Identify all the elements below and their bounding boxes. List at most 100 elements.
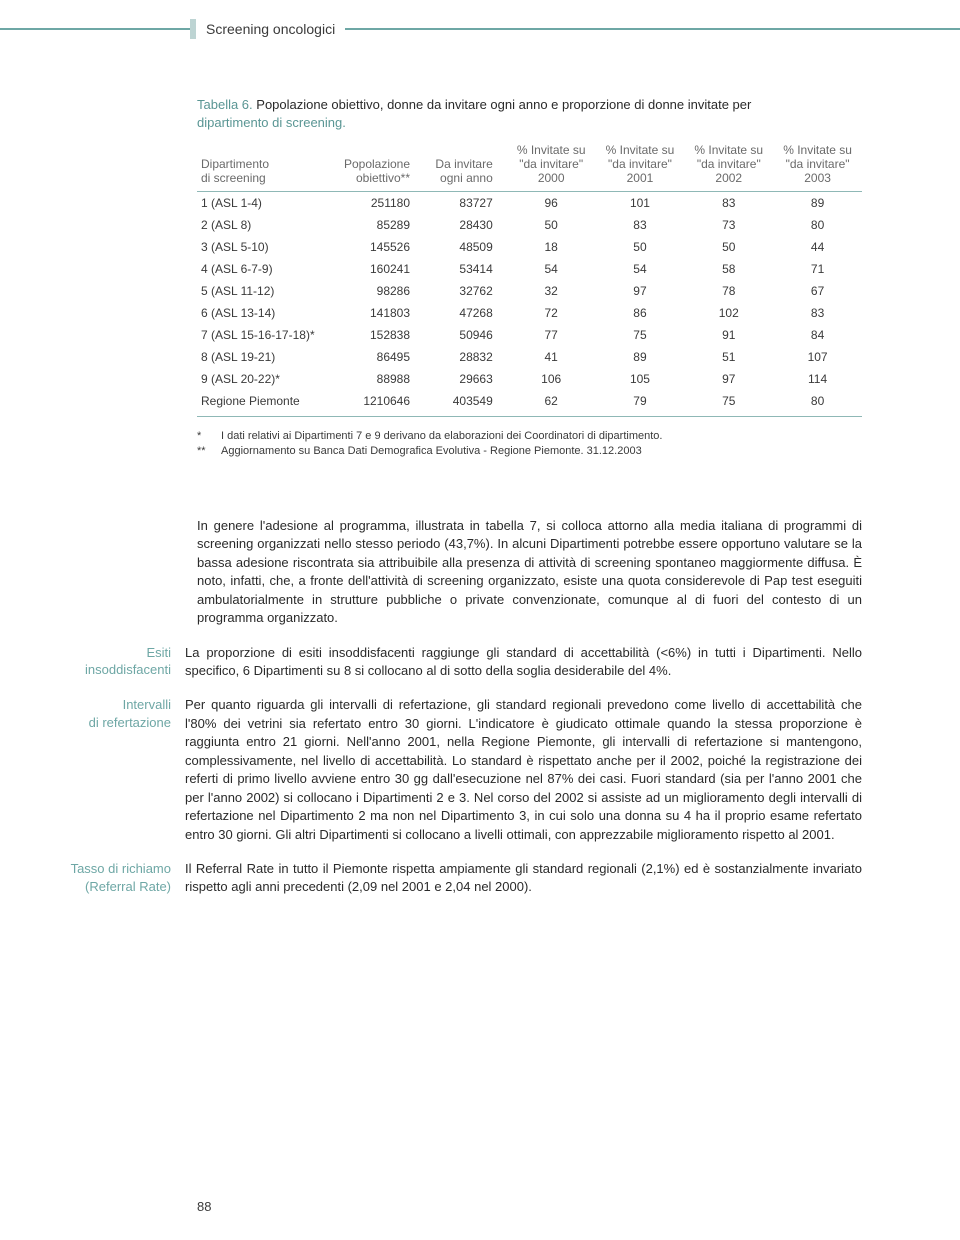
header-title-text: Screening oncologici xyxy=(206,21,335,37)
table-cell: 91 xyxy=(684,324,773,346)
footnote-2-star: ** xyxy=(197,444,221,459)
table-row: 2 (ASL 8)852892843050837380 xyxy=(197,214,862,236)
footnote-1: * I dati relativi ai Dipartimenti 7 e 9 … xyxy=(197,429,862,444)
para-tasso: Il Referral Rate in tutto il Piemonte ri… xyxy=(185,860,862,897)
table-cell: 101 xyxy=(596,192,685,215)
table-cell: 106 xyxy=(507,368,596,390)
table-cell: 80 xyxy=(773,214,862,236)
table-row: 3 (ASL 5-10)1455264850918505044 xyxy=(197,236,862,258)
table-cell: 86495 xyxy=(338,346,424,368)
table-cell: 145526 xyxy=(338,236,424,258)
table-cell: 50 xyxy=(507,214,596,236)
table-cell: 44 xyxy=(773,236,862,258)
table-cell: 3 (ASL 5-10) xyxy=(197,236,338,258)
footnotes: * I dati relativi ai Dipartimenti 7 e 9 … xyxy=(197,429,862,459)
table-cell: 84 xyxy=(773,324,862,346)
table-cell: 72 xyxy=(507,302,596,324)
table-cell: 9 (ASL 20-22)* xyxy=(197,368,338,390)
table-cell: 48509 xyxy=(424,236,507,258)
para-esiti: La proporzione di esiti insoddisfacenti … xyxy=(185,644,862,681)
table-row: 8 (ASL 19-21)8649528832418951107 xyxy=(197,346,862,368)
table-cell: 4 (ASL 6-7-9) xyxy=(197,258,338,280)
esiti-label-2: insoddisfacenti xyxy=(85,662,171,677)
table-cell: 67 xyxy=(773,280,862,302)
col-3: % Invitate su"da invitare"2000 xyxy=(507,137,596,192)
table-header-row: Dipartimentodi screening Popolazioneobie… xyxy=(197,137,862,192)
tasso-label-2: (Referral Rate) xyxy=(85,879,171,894)
page-number: 88 xyxy=(197,1199,211,1214)
table-cell: 83 xyxy=(596,214,685,236)
table-cell: 28832 xyxy=(424,346,507,368)
tasso-label-1: Tasso di richiamo xyxy=(71,861,171,876)
table-body: 1 (ASL 1-4)251180837279610183892 (ASL 8)… xyxy=(197,192,862,415)
table-cell: 8 (ASL 19-21) xyxy=(197,346,338,368)
table-cell: 86 xyxy=(596,302,685,324)
table-cell: 58 xyxy=(684,258,773,280)
table-cell: 6 (ASL 13-14) xyxy=(197,302,338,324)
table-cell: 32762 xyxy=(424,280,507,302)
col-6: % Invitate su"da invitare"2003 xyxy=(773,137,862,192)
table-cell: 73 xyxy=(684,214,773,236)
table-cell: 97 xyxy=(684,368,773,390)
table-cell: 114 xyxy=(773,368,862,390)
table-cell: 50 xyxy=(596,236,685,258)
table-cell: 160241 xyxy=(338,258,424,280)
page-content: Tabella 6. Popolazione obiettivo, donne … xyxy=(197,96,862,913)
table-cell: 18 xyxy=(507,236,596,258)
table-cell: 78 xyxy=(684,280,773,302)
section-esiti: Esiti insoddisfacenti La proporzione di … xyxy=(197,644,862,681)
table-cell: 403549 xyxy=(424,390,507,414)
table-cell: 53414 xyxy=(424,258,507,280)
col-1: Popolazioneobiettivo** xyxy=(338,137,424,192)
table-cell: 54 xyxy=(596,258,685,280)
table-cell: 83 xyxy=(773,302,862,324)
table-cell: 152838 xyxy=(338,324,424,346)
table-row: Regione Piemonte121064640354962797580 xyxy=(197,390,862,414)
table-cell: 80 xyxy=(773,390,862,414)
table-cell: 71 xyxy=(773,258,862,280)
table-cell: 141803 xyxy=(338,302,424,324)
table-cell: 105 xyxy=(596,368,685,390)
section-tasso: Tasso di richiamo (Referral Rate) Il Ref… xyxy=(197,860,862,897)
table-cell: 98286 xyxy=(338,280,424,302)
table-row: 9 (ASL 20-22)*889882966310610597114 xyxy=(197,368,862,390)
table-cell: 85289 xyxy=(338,214,424,236)
table-cell: 97 xyxy=(596,280,685,302)
intervalli-label-1: Intervalli xyxy=(123,697,171,712)
table-cell: 79 xyxy=(596,390,685,414)
table-cell: 83727 xyxy=(424,192,507,215)
table-row: 7 (ASL 15-16-17-18)*1528385094677759184 xyxy=(197,324,862,346)
footnote-2: ** Aggiornamento su Banca Dati Demografi… xyxy=(197,444,862,459)
table-row: 4 (ASL 6-7-9)1602415341454545871 xyxy=(197,258,862,280)
header-rule xyxy=(0,28,960,30)
table-cell: Regione Piemonte xyxy=(197,390,338,414)
table-cell: 83 xyxy=(684,192,773,215)
table-cell: 75 xyxy=(684,390,773,414)
table-bottom-rule xyxy=(197,416,862,417)
table-cell: 75 xyxy=(596,324,685,346)
table-cell: 41 xyxy=(507,346,596,368)
data-table: Dipartimentodi screening Popolazioneobie… xyxy=(197,137,862,414)
side-label-esiti: Esiti insoddisfacenti xyxy=(15,644,185,681)
col-2: Da invitareogni anno xyxy=(424,137,507,192)
caption-prefix: Tabella 6. xyxy=(197,97,253,112)
para-intervalli: Per quanto riguarda gli intervalli di re… xyxy=(185,696,862,844)
table-cell: 88988 xyxy=(338,368,424,390)
footnote-1-star: * xyxy=(197,429,221,444)
table-row: 1 (ASL 1-4)25118083727961018389 xyxy=(197,192,862,215)
table-cell: 5 (ASL 11-12) xyxy=(197,280,338,302)
table-cell: 29663 xyxy=(424,368,507,390)
table-cell: 89 xyxy=(596,346,685,368)
table-caption: Tabella 6. Popolazione obiettivo, donne … xyxy=(197,96,862,131)
table-cell: 89 xyxy=(773,192,862,215)
table-cell: 1 (ASL 1-4) xyxy=(197,192,338,215)
table-cell: 107 xyxy=(773,346,862,368)
para-intro: In genere l'adesione al programma, illus… xyxy=(197,517,862,628)
table-cell: 7 (ASL 15-16-17-18)* xyxy=(197,324,338,346)
table-cell: 50946 xyxy=(424,324,507,346)
side-label-intervalli: Intervalli di refertazione xyxy=(15,696,185,844)
esiti-label-1: Esiti xyxy=(146,645,171,660)
table-cell: 32 xyxy=(507,280,596,302)
intervalli-label-2: di refertazione xyxy=(89,715,171,730)
footnote-1-text: I dati relativi ai Dipartimenti 7 e 9 de… xyxy=(221,429,662,444)
